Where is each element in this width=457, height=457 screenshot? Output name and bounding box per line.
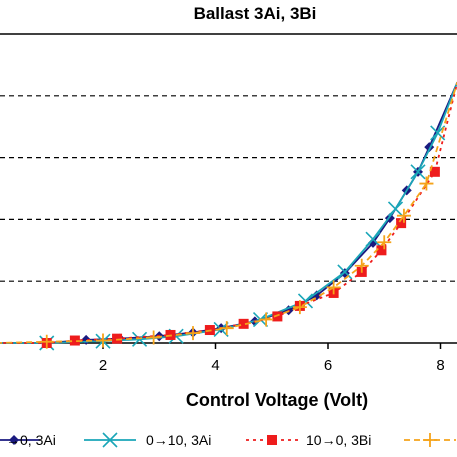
data-point — [376, 245, 387, 256]
series-layer — [0, 81, 457, 351]
data-point — [96, 333, 110, 348]
series-line — [0, 81, 457, 344]
data-point — [387, 201, 404, 217]
data-point — [429, 166, 440, 177]
legend: →0, 3Ai 0→10, 3Ai 10→0, 3Bi — [0, 432, 456, 448]
grid-lines — [0, 95, 457, 282]
axes — [0, 33, 457, 344]
data-point — [396, 218, 407, 229]
data-point — [259, 312, 274, 327]
data-point — [267, 435, 277, 445]
data-point — [39, 334, 54, 349]
data-point — [292, 300, 307, 315]
x-tick-label: 4 — [211, 357, 219, 374]
data-point — [272, 311, 283, 322]
data-point — [339, 268, 350, 279]
data-point — [337, 264, 353, 280]
series-line — [0, 81, 457, 344]
data-point — [410, 164, 426, 180]
data-point — [419, 176, 434, 191]
data-point — [146, 330, 161, 345]
data-point — [102, 432, 118, 448]
data-point — [368, 237, 378, 248]
x-tick-label: 6 — [324, 357, 332, 374]
x-tick-label: 8 — [436, 357, 444, 374]
legend-item-2: 10→0, 3Bi — [246, 432, 371, 448]
data-point — [365, 231, 381, 247]
series-line — [0, 81, 457, 344]
legend-item-3 — [404, 433, 456, 447]
legend-label: →0, 3Ai — [6, 432, 56, 448]
data-point — [430, 125, 446, 141]
x-ticks: 2 4 6 8 — [99, 343, 445, 374]
data-point — [131, 331, 148, 347]
series-3 — [0, 81, 457, 349]
data-point — [423, 433, 437, 447]
data-point — [377, 235, 392, 250]
data-point — [326, 280, 341, 295]
chart-title: Ballast 3Ai, 3Bi — [194, 4, 317, 23]
legend-item-1: 0→10, 3Ai — [84, 432, 211, 448]
data-point — [186, 326, 200, 341]
data-point — [396, 208, 411, 223]
series-line — [0, 81, 457, 344]
data-point — [219, 321, 234, 336]
data-point — [354, 258, 369, 273]
legend-label: 0→10, 3Ai — [146, 432, 211, 448]
data-point — [112, 333, 123, 344]
data-point — [238, 318, 249, 329]
data-point — [9, 435, 19, 445]
legend-label: 10→0, 3Bi — [306, 432, 371, 448]
legend-item-0: →0, 3Ai — [0, 432, 56, 448]
x-axis-label: Control Voltage (Volt) — [186, 390, 368, 410]
data-point — [69, 335, 80, 346]
x-tick-label: 2 — [99, 357, 107, 374]
